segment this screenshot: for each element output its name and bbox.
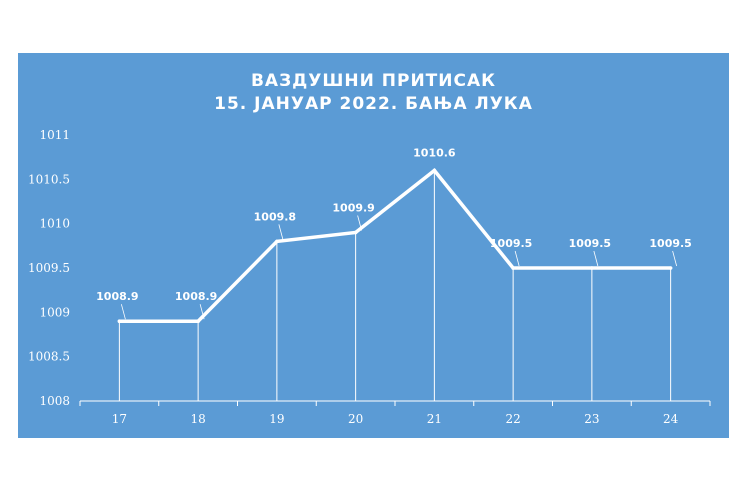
x-tick-label: 22 (505, 412, 520, 426)
y-tick-label: 1008 (39, 394, 70, 408)
data-point (668, 266, 673, 270)
x-tick-label: 24 (663, 412, 679, 426)
series-line (119, 168, 671, 323)
data-label-leader (120, 304, 126, 320)
data-point (275, 239, 279, 244)
data-label: 1009.9 (332, 202, 374, 215)
x-tick-label: 20 (348, 412, 363, 426)
y-tick-label: 1010.5 (28, 172, 70, 186)
chart-panel: ВАЗДУШНИ ПРИТИСАК 15. ЈАНУАР 2022. БАЊА … (18, 53, 729, 438)
x-tick-label: 18 (190, 412, 205, 426)
chart-title: ВАЗДУШНИ ПРИТИСАК (250, 71, 497, 91)
data-point (353, 230, 358, 235)
data-label: 1009.5 (490, 237, 532, 250)
data-label: 1009.5 (569, 237, 611, 250)
data-label: 1009.8 (254, 210, 296, 223)
chart-plot: 1008 1008.5 1009 1009.5 1010 1010.5 1011 17 18 19… (28, 128, 711, 426)
data-point (590, 266, 594, 270)
x-tick-label: 23 (584, 412, 599, 426)
y-tick-label: 1009.5 (28, 261, 70, 275)
data-label-leader (199, 304, 205, 320)
data-label: 1008.9 (175, 290, 217, 303)
data-label: 1009.5 (649, 237, 691, 250)
y-tick-label: 1008.5 (28, 350, 70, 364)
data-label-leader (593, 250, 599, 267)
y-tick-label: 1011 (39, 128, 70, 142)
x-tick-label: 19 (269, 412, 284, 426)
data-point (511, 266, 515, 270)
data-label: 1008.9 (96, 290, 138, 303)
data-label: 1010.6 (413, 146, 456, 159)
x-tick-label: 17 (112, 412, 127, 426)
chart-subtitle: 15. ЈАНУАР 2022. БАЊА ЛУКА (214, 94, 533, 114)
data-label-leader (278, 224, 284, 240)
data-label-leader (672, 250, 678, 267)
data-point (117, 319, 122, 324)
data-label-leader (357, 215, 363, 231)
y-tick-label: 1009 (39, 305, 70, 319)
data-label-leader (514, 250, 520, 267)
data-point (196, 319, 200, 324)
data-point (432, 168, 437, 173)
x-tick-label: 21 (427, 412, 442, 426)
y-tick-label: 1010 (39, 217, 70, 231)
